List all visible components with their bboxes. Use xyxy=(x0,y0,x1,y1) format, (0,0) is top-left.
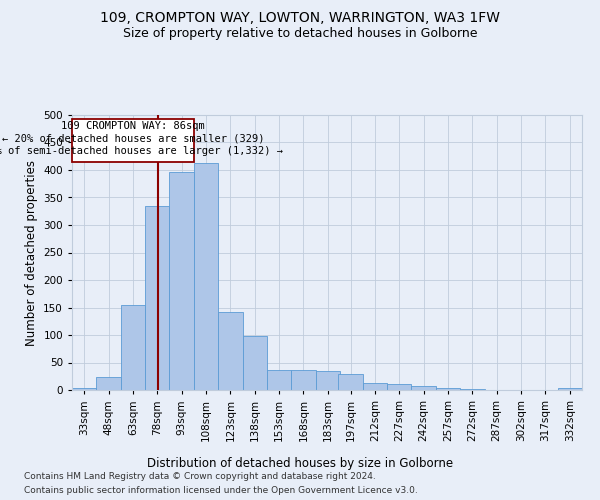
Bar xyxy=(218,312,242,390)
Bar xyxy=(72,388,97,390)
Bar xyxy=(291,370,316,390)
Text: Distribution of detached houses by size in Golborne: Distribution of detached houses by size … xyxy=(147,458,453,470)
Bar xyxy=(145,206,169,390)
Bar xyxy=(121,304,145,390)
Bar xyxy=(338,374,363,390)
Bar xyxy=(363,383,387,390)
Bar xyxy=(169,172,194,390)
Bar xyxy=(412,386,436,390)
Text: Contains public sector information licensed under the Open Government Licence v3: Contains public sector information licen… xyxy=(24,486,418,495)
Bar xyxy=(436,388,460,390)
Bar xyxy=(316,372,340,390)
Text: 109, CROMPTON WAY, LOWTON, WARRINGTON, WA3 1FW: 109, CROMPTON WAY, LOWTON, WARRINGTON, W… xyxy=(100,11,500,25)
Bar xyxy=(97,377,121,390)
Bar xyxy=(387,384,412,390)
Y-axis label: Number of detached properties: Number of detached properties xyxy=(25,160,38,346)
Text: ← 20% of detached houses are smaller (329): ← 20% of detached houses are smaller (32… xyxy=(2,134,264,143)
Text: 109 CROMPTON WAY: 86sqm: 109 CROMPTON WAY: 86sqm xyxy=(61,121,205,131)
Text: Size of property relative to detached houses in Golborne: Size of property relative to detached ho… xyxy=(123,28,477,40)
Bar xyxy=(557,388,582,390)
Text: 79% of semi-detached houses are larger (1,332) →: 79% of semi-detached houses are larger (… xyxy=(0,146,283,156)
Bar xyxy=(242,336,267,390)
Bar xyxy=(194,164,218,390)
FancyBboxPatch shape xyxy=(72,119,194,162)
Text: Contains HM Land Registry data © Crown copyright and database right 2024.: Contains HM Land Registry data © Crown c… xyxy=(24,472,376,481)
Bar xyxy=(267,370,291,390)
